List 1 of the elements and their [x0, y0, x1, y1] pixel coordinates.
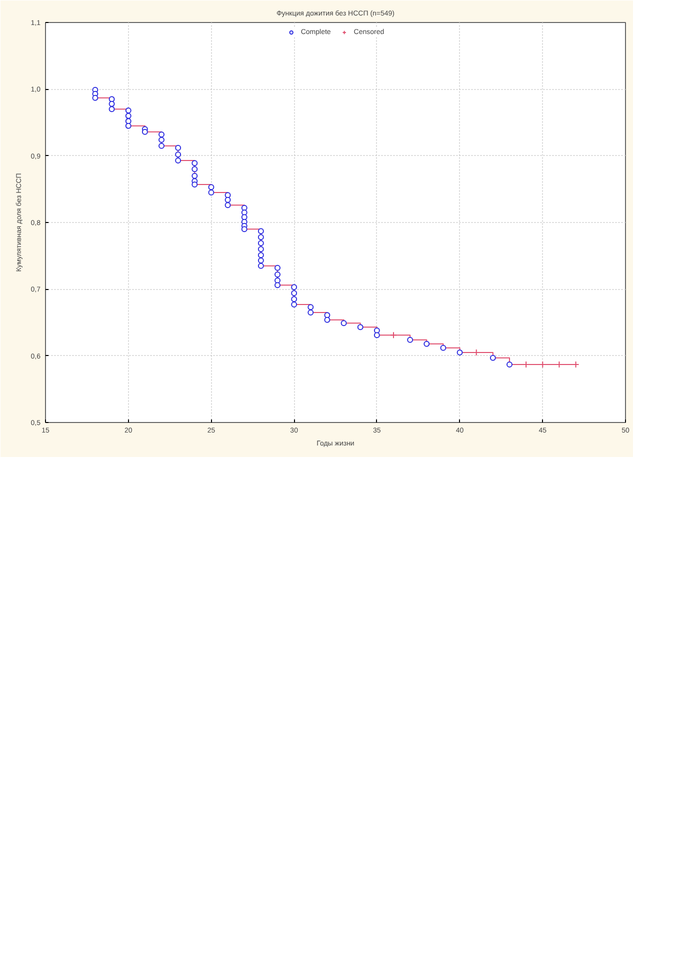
point	[390, 332, 397, 339]
